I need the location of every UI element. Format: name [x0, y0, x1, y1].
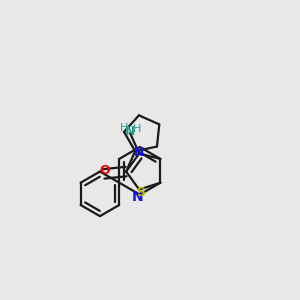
Text: N: N: [134, 146, 144, 159]
Text: N: N: [132, 190, 143, 204]
Text: H: H: [133, 124, 141, 134]
Text: S: S: [136, 186, 145, 199]
Text: O: O: [100, 164, 110, 177]
Text: H: H: [119, 123, 128, 133]
Text: N: N: [125, 125, 135, 138]
